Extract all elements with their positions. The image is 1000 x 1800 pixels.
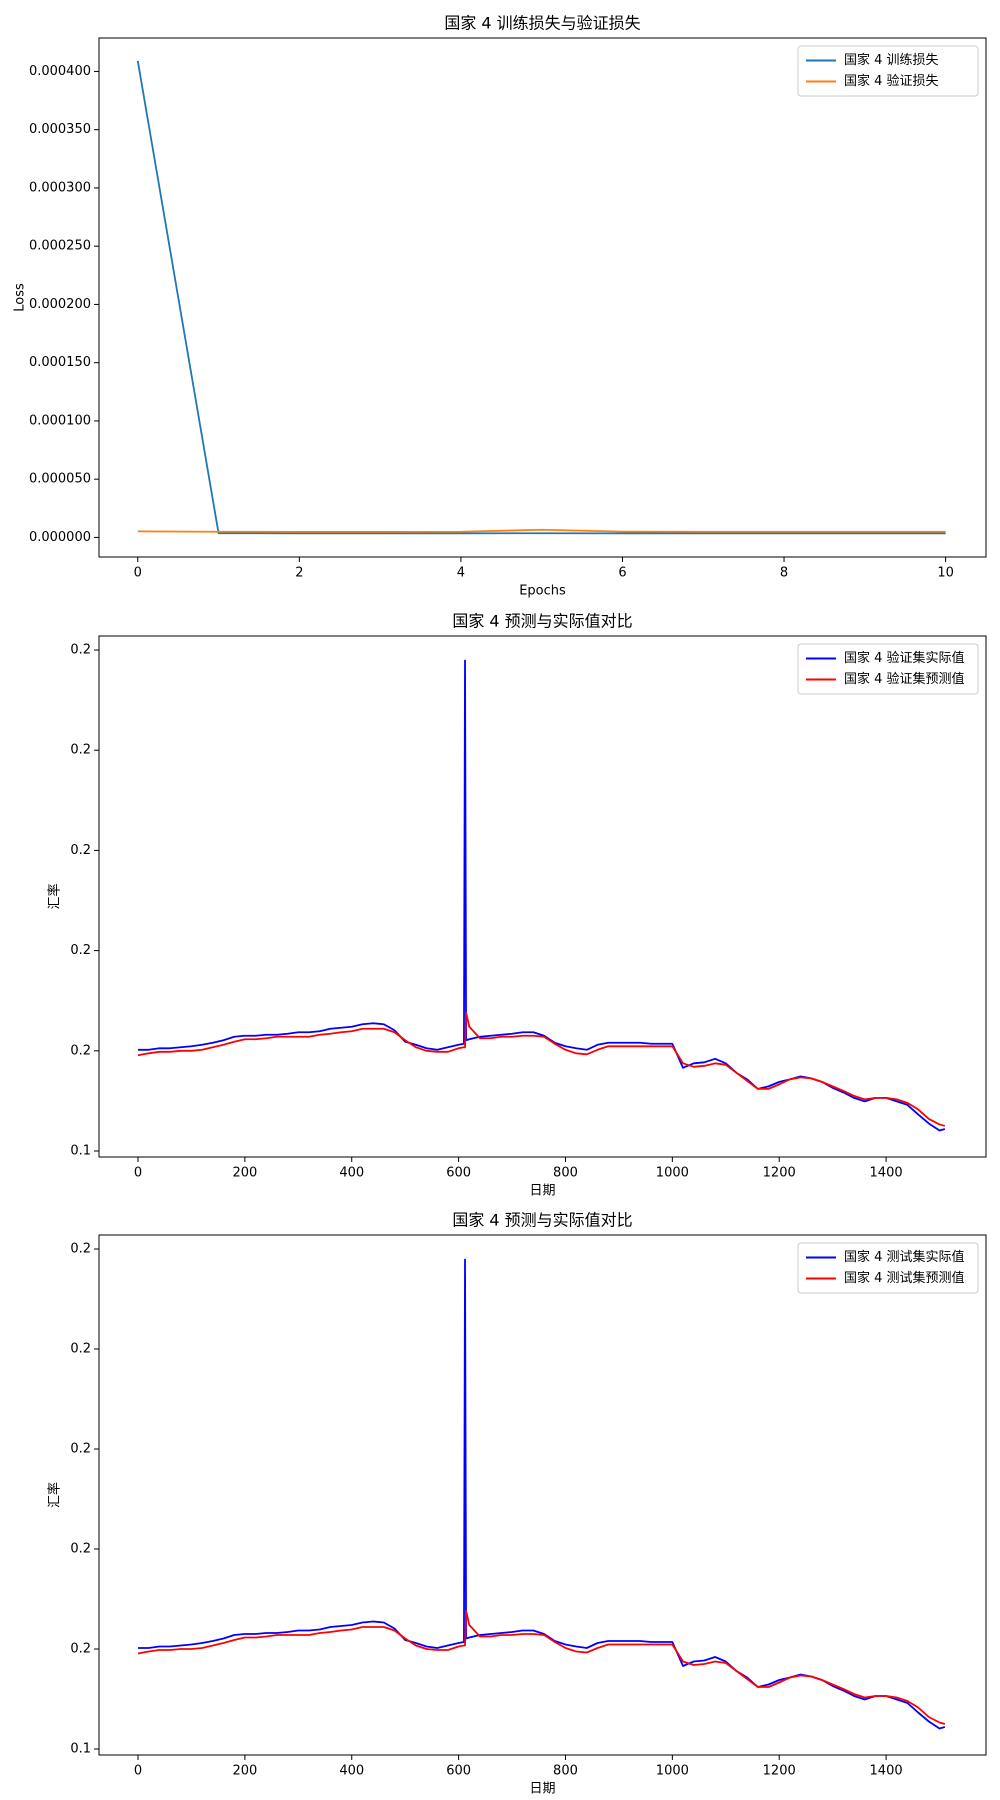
y-tick-label: 0.2 [70, 1642, 91, 1657]
y-tick-label: 0.000300 [29, 180, 91, 195]
chart-title: 国家 4 预测与实际值对比 [452, 612, 632, 631]
x-tick-label: 1400 [870, 1166, 903, 1181]
legend-label: 国家 4 测试集预测值 [844, 1270, 965, 1286]
series-line [137, 1011, 946, 1127]
plot-frame [98, 635, 987, 1158]
x-tick-label: 400 [339, 1166, 364, 1181]
y-tick-label: 0.000250 [29, 239, 91, 254]
y-tick-label: 0.2 [70, 1342, 91, 1357]
chart-title: 国家 4 预测与实际值对比 [452, 1211, 632, 1230]
x-axis-label: 日期 [529, 1782, 555, 1797]
legend-box [797, 1242, 979, 1294]
x-tick-label: 0 [134, 1764, 142, 1779]
series-line [137, 1610, 946, 1725]
y-axis-label: Loss [13, 283, 28, 312]
series-line [137, 528, 946, 533]
y-tick-label: 0.000050 [29, 472, 91, 487]
y-tick-label: 0.000150 [29, 355, 91, 370]
x-tick-label: 1400 [870, 1764, 903, 1779]
x-tick-label: 800 [553, 1764, 578, 1779]
x-tick-label: 6 [618, 566, 626, 581]
x-tick-label: 1200 [763, 1166, 796, 1181]
y-tick-label: 0.1 [70, 1143, 91, 1158]
series-line [138, 659, 946, 1132]
y-tick-label: 0.2 [70, 1043, 91, 1058]
plot-frame [98, 1234, 987, 1756]
x-tick-label: 800 [553, 1166, 578, 1181]
legend-label: 国家 4 验证集预测值 [844, 671, 965, 687]
legend-label: 国家 4 训练损失 [844, 52, 939, 68]
y-axis-label: 汇率 [47, 883, 63, 909]
chart-title: 国家 4 训练损失与验证损失 [444, 14, 640, 33]
x-tick-label: 8 [780, 566, 788, 581]
y-tick-label: 0.2 [70, 1242, 91, 1257]
y-tick-label: 0.000200 [29, 297, 91, 312]
legend-box [797, 643, 979, 695]
legend-label: 国家 4 验证集实际值 [844, 650, 965, 666]
series-line [138, 1258, 946, 1730]
y-tick-label: 0.2 [70, 943, 91, 958]
y-tick-label: 0.2 [70, 1442, 91, 1457]
x-tick-label: 0 [134, 1166, 142, 1181]
x-tick-label: 1200 [763, 1764, 796, 1779]
y-tick-label: 0.000100 [29, 413, 91, 428]
x-tick-label: 2 [295, 566, 303, 581]
series-line [136, 60, 946, 535]
y-axis-label: 汇率 [47, 1482, 63, 1508]
y-tick-label: 0.1 [70, 1742, 91, 1757]
legend-label: 国家 4 验证损失 [844, 73, 939, 89]
y-tick-label: 0.000000 [29, 530, 91, 545]
x-tick-label: 600 [446, 1166, 471, 1181]
x-tick-label: 4 [457, 566, 465, 581]
y-tick-label: 0.2 [70, 843, 91, 858]
y-tick-label: 0.2 [70, 743, 91, 758]
y-tick-label: 0.000350 [29, 122, 91, 137]
x-tick-label: 0 [134, 566, 142, 581]
x-tick-label: 600 [446, 1764, 471, 1779]
legend-box [797, 45, 979, 97]
y-tick-label: 0.2 [70, 643, 91, 658]
legend-label: 国家 4 测试集实际值 [844, 1249, 965, 1265]
x-tick-label: 200 [232, 1166, 257, 1181]
chart: 国家 4 训练损失与验证损失 Epochs Loss 0 2 4 6 8 10 0.000000 0… [13, 14, 987, 599]
x-tick-label: 200 [232, 1764, 257, 1779]
x-tick-label: 400 [339, 1764, 364, 1779]
x-axis-label: Epochs [519, 584, 566, 599]
x-axis-label: 日期 [529, 1184, 555, 1199]
x-tick-label: 10 [937, 566, 954, 581]
y-tick-label: 0.000400 [29, 64, 91, 79]
x-tick-label: 1000 [656, 1166, 689, 1181]
y-tick-label: 0.2 [70, 1542, 91, 1557]
x-tick-label: 1000 [656, 1764, 689, 1779]
plot-frame [98, 37, 987, 558]
